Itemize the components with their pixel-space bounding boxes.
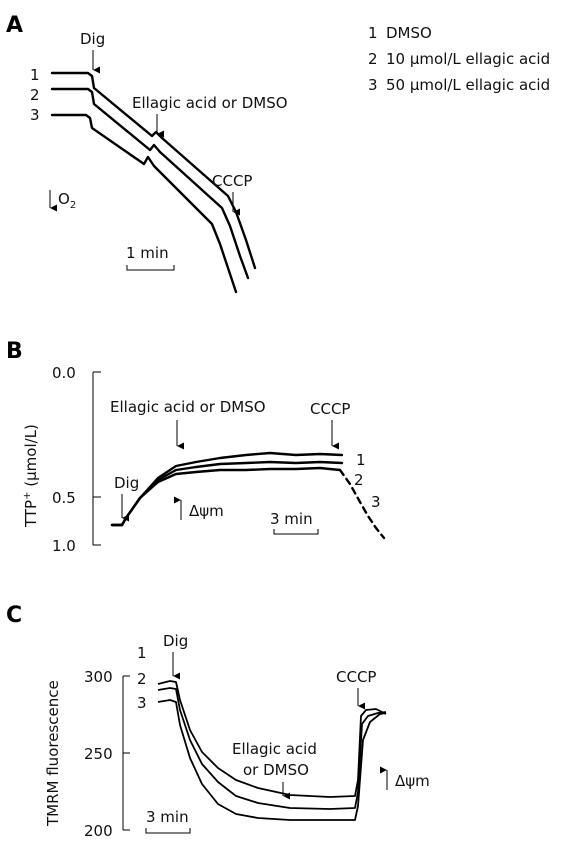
y-tick-label-b-1: 0.5 [52, 489, 76, 507]
trace-number-a-3: 3 [30, 106, 40, 124]
y-axis-label-b: TTP+ (μmol/L) [22, 424, 40, 528]
annotation-dig-a: Dig [80, 30, 105, 48]
legend-number-2: 2 [368, 50, 378, 68]
legend-number-3: 3 [368, 76, 378, 94]
legend-number-1: 1 [368, 24, 378, 42]
legend-label-1: DMSO [386, 24, 432, 42]
annotation-ellagic-acid-b: Ellagic acid or DMSO [110, 398, 266, 416]
y-tick-label-c-1: 250 [84, 745, 113, 763]
scale-bar-b [273, 529, 319, 535]
annotation-dig-b: Dig [114, 474, 139, 492]
annotation-cccp-c: CCCP [336, 668, 376, 686]
trace-number-b-3: 3 [371, 493, 381, 511]
y-tick-label-c-0: 300 [84, 668, 113, 686]
scale-bar-label-b: 3 min [270, 510, 313, 528]
panel-letter-a: A [6, 13, 23, 38]
trace-number-a-2: 2 [30, 86, 40, 104]
y-axis-label-c: TMRM fluorescence [44, 680, 62, 827]
scale-bar-label-c: 3 min [146, 808, 189, 826]
annotation-dig-c: Dig [163, 632, 188, 650]
annotation-dpsi-b: Δψm [189, 502, 224, 520]
panel-a: A 1 DMSO 2 10 μmol/L ellagic acid 3 50 μ… [6, 13, 550, 294]
annotation-ellagic-acid-c-line2: or DMSO [243, 761, 309, 779]
panel-b: B 0.0 0.5 1.0 TTP+ (μmol/L) 1 2 3 Dig El… [6, 339, 386, 555]
y-tick-label-b-0: 0.0 [52, 364, 76, 382]
scale-bar-a [126, 265, 175, 271]
legend-label-3: 50 μmol/L ellagic acid [386, 76, 550, 94]
legend: 1 DMSO 2 10 μmol/L ellagic acid 3 50 μmo… [368, 24, 550, 94]
trace-b-3-cccp [338, 468, 386, 540]
trace-number-c-1: 1 [137, 644, 147, 662]
panel-c: C 300 250 200 TMRM fluorescence 1 2 3 Di… [6, 603, 430, 840]
annotation-dpsi-c: Δψm [395, 772, 430, 790]
trace-number-c-2: 2 [137, 670, 147, 688]
y-tick-label-b-2: 1.0 [52, 537, 76, 555]
trace-a-3 [50, 113, 238, 294]
trace-c-2 [157, 687, 387, 810]
legend-label-2: 10 μmol/L ellagic acid [386, 50, 550, 68]
trace-c-3 [157, 699, 387, 821]
panel-letter-b: B [6, 339, 23, 364]
trace-number-c-3: 3 [137, 694, 147, 712]
trace-number-b-1: 1 [356, 451, 366, 469]
annotation-ellagic-acid-a: Ellagic acid or DMSO [132, 94, 288, 112]
panel-letter-c: C [6, 603, 22, 628]
o2-label: O2 [58, 190, 76, 211]
scale-bar-c [145, 828, 191, 834]
annotation-ellagic-acid-c-line1: Ellagic acid [232, 740, 317, 758]
trace-number-b-2: 2 [354, 471, 364, 489]
y-tick-label-c-2: 200 [84, 822, 113, 840]
trace-number-a-1: 1 [30, 66, 40, 84]
annotation-cccp-a: CCCP [212, 172, 252, 190]
scale-bar-label-a: 1 min [126, 244, 169, 262]
trace-c-1 [157, 680, 387, 798]
trace-a-2 [50, 87, 250, 280]
annotation-cccp-b: CCCP [310, 400, 350, 418]
trace-a-1 [50, 71, 257, 270]
